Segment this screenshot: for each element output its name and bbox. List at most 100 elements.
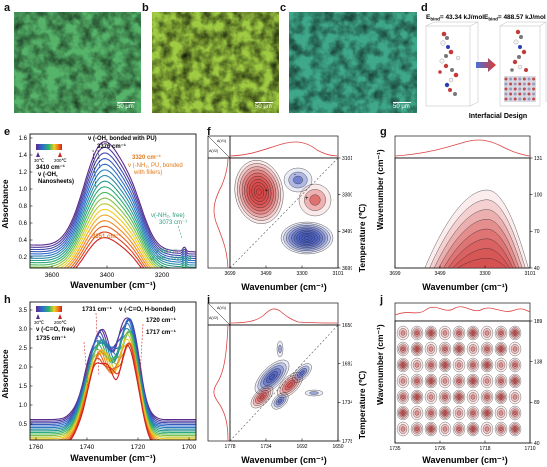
contour-level (401, 411, 405, 415)
svg-text:ν (-OH, bonded with PU): ν (-OH, bonded with PU) (88, 136, 157, 142)
contour-level (443, 347, 447, 351)
x-axis-label-j: Wavenumber (cm⁻¹) (422, 455, 507, 465)
contour-level (513, 427, 517, 431)
ftir-curve (30, 152, 196, 257)
y-tick-label: 3.0 (19, 327, 28, 333)
ftir-curve (30, 174, 196, 266)
contour-level (452, 405, 466, 421)
contour-map-f: + - + (229, 157, 339, 269)
svg-text:ν (-NH₂, PU, bonded: ν (-NH₂, PU, bonded (128, 163, 183, 169)
ftir-curve (30, 330, 196, 437)
panel-g-temp-map-oh: Wavenumber (cm⁻¹) 3699 3499 3300 3101 131 100… (357, 135, 543, 292)
contour-level (400, 330, 406, 336)
ftir-curve (30, 186, 188, 268)
contour-level (278, 344, 282, 354)
x-tick-label: 1735 (389, 446, 400, 452)
contour-level (496, 408, 506, 418)
raman-map-b: 50 μm (152, 12, 279, 113)
contour-level (429, 411, 433, 415)
lattice-atom (504, 92, 508, 96)
contour-level (415, 331, 419, 335)
x-tick-label: 1710 (524, 446, 535, 452)
x-tick-label: 3699 (224, 271, 235, 277)
svg-text:200℃: 200℃ (54, 320, 68, 325)
contour-level (396, 421, 410, 437)
contour-level (468, 344, 478, 354)
contour-level (401, 363, 405, 367)
contour-level (457, 379, 461, 383)
x-tick-label: 1740 (80, 444, 95, 451)
contour-level (510, 392, 520, 402)
scale-bar-c: 50 μm (393, 101, 411, 110)
contour-level (424, 189, 529, 269)
lattice-atom (522, 97, 526, 101)
contour-level (410, 357, 424, 373)
contour-level (415, 347, 419, 351)
contour-level (456, 258, 508, 269)
lattice-atom (518, 77, 522, 81)
contour-level (482, 328, 492, 338)
x-tick-label: 3499 (260, 271, 271, 277)
reference-spectrum-left-f (213, 157, 229, 269)
lattice-atom (527, 92, 531, 96)
svg-text:+: + (265, 188, 268, 194)
lattice-atom (509, 97, 513, 101)
contour-level (485, 347, 489, 351)
scale-bar-b: 50 μm (255, 101, 273, 110)
ftir-curve (51, 203, 157, 268)
lattice-atom (504, 77, 508, 81)
contour-level (398, 376, 408, 386)
lattice-atom (518, 87, 522, 91)
contour-level (498, 410, 504, 416)
x-tick-label: 3600 (45, 272, 60, 279)
ftir-curve (30, 317, 196, 425)
ftir-curve (58, 208, 154, 268)
ftir-curve (30, 331, 196, 432)
contour-level (277, 398, 283, 404)
panel-label-i: i (207, 294, 211, 306)
contour-level (471, 427, 475, 431)
contour-level (442, 426, 448, 432)
contour-level (482, 376, 492, 386)
contour-level (415, 427, 419, 431)
contour-level (499, 331, 503, 335)
contour-level (259, 394, 265, 400)
ftir-curve (30, 330, 196, 433)
contour-level (496, 360, 506, 370)
contour-level (401, 347, 405, 351)
contour-level (398, 328, 408, 338)
y-tick-label: 0.6 (19, 221, 28, 227)
x-axis-label-e: Wavenumber (cm⁻¹) (70, 280, 155, 290)
contour-level (470, 394, 476, 400)
ftir-oh-curves (30, 141, 196, 268)
contour-level (293, 175, 303, 185)
y-tick-label: 40 (534, 266, 540, 272)
y-tick-label: 1650 (342, 323, 352, 329)
lattice-atom (513, 97, 517, 101)
y-tick-label: 0.4 (19, 238, 28, 244)
svg-text:3376 cm⁻¹: 3376 cm⁻¹ (97, 143, 126, 150)
contour-level (400, 378, 406, 384)
contour-level (512, 346, 518, 352)
contour-level (484, 330, 490, 336)
lattice-atom (532, 97, 536, 101)
x-tick-label: 1650 (332, 444, 343, 450)
contour-level (494, 405, 508, 421)
x-tick-label: 3101 (524, 271, 535, 277)
contour-map-i (229, 324, 339, 442)
contour-level (485, 395, 489, 399)
contour-level (414, 362, 420, 368)
contour-level (456, 410, 462, 416)
contour-level (426, 392, 436, 402)
corner-label-i2: A(V2) (209, 316, 218, 320)
svg-text:1720 cm⁻¹: 1720 cm⁻¹ (146, 317, 176, 324)
contour-level (454, 360, 464, 370)
reference-spectrum-top-f (229, 141, 339, 157)
contour-level (429, 427, 433, 431)
panel-label-e: e (4, 126, 11, 138)
contour-level (457, 331, 461, 335)
contour-level (484, 426, 490, 432)
y-axis-label-h: Absorbance (0, 349, 10, 398)
raman-map-a: 50 μm (14, 12, 141, 113)
contour-level (443, 395, 447, 399)
